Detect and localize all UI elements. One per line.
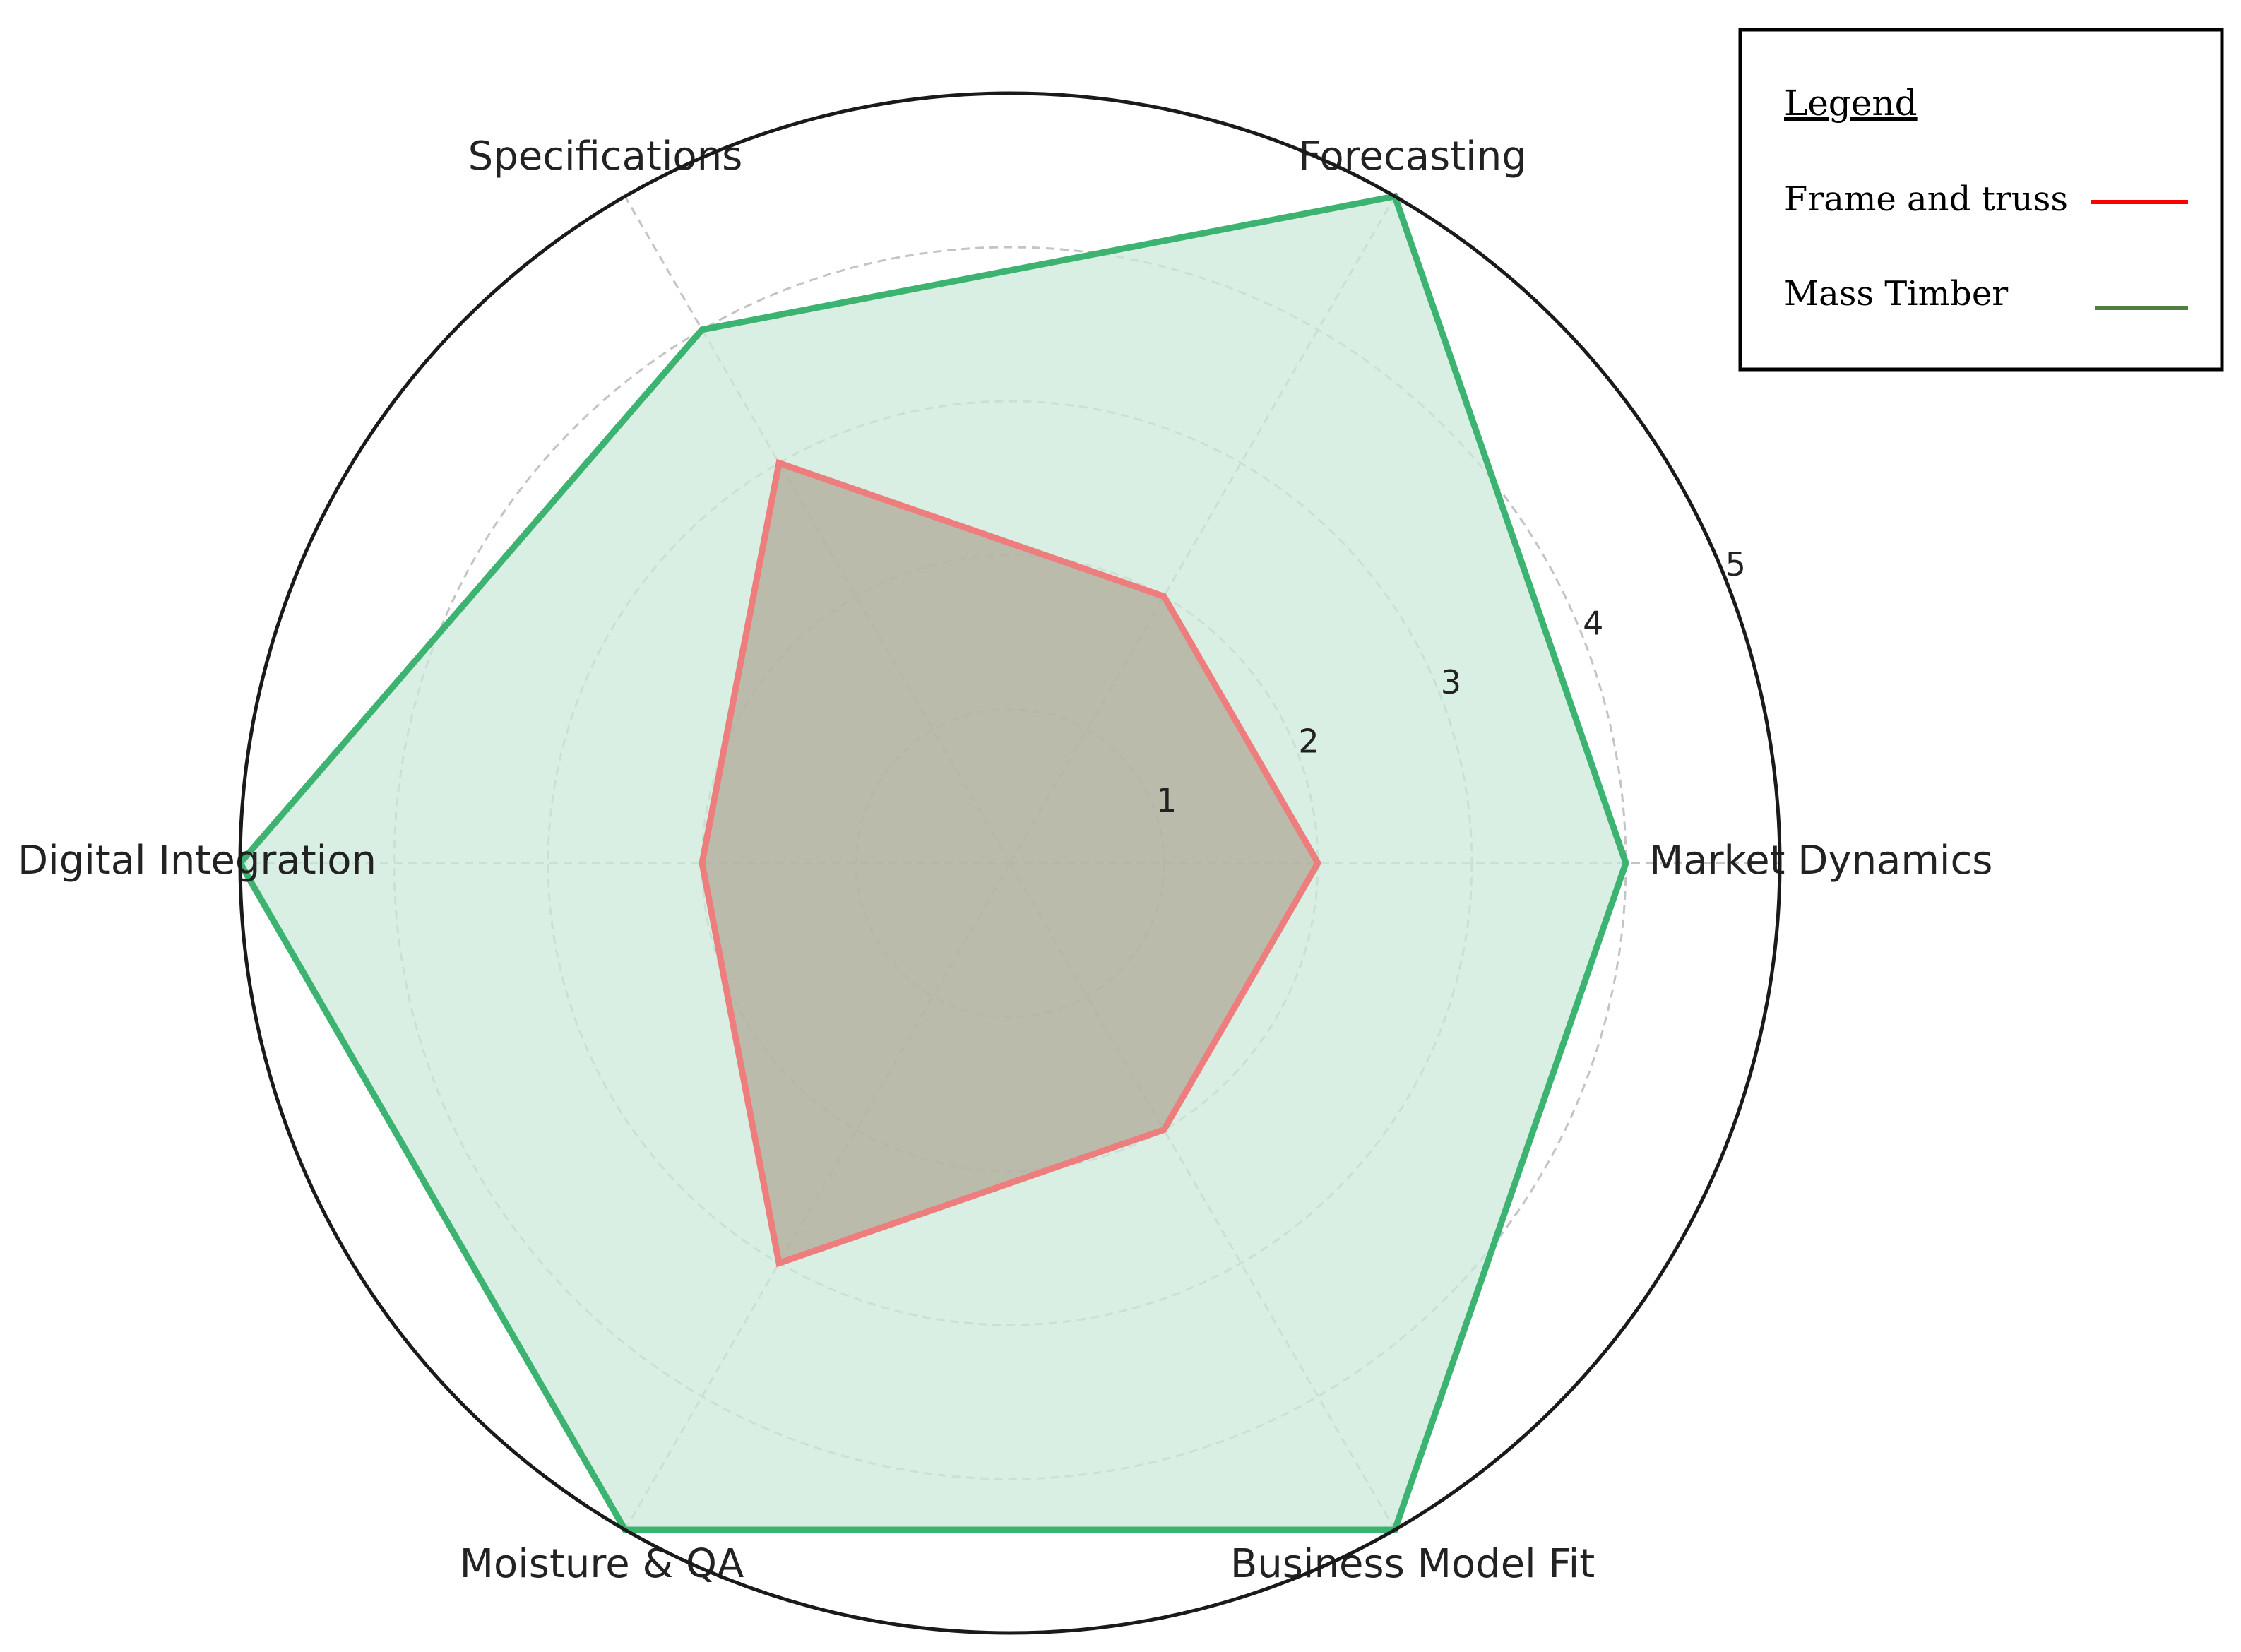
outer-circle	[238, 91, 1782, 1635]
axis-label-6: Business Model Fit	[1230, 1541, 1595, 1587]
legend-title: Legend	[1784, 83, 1918, 124]
series-area-1	[702, 463, 1318, 1264]
legend: Legend Frame and truss Mass Timber	[1738, 28, 2224, 372]
axis-label-3: Specifications	[468, 133, 743, 179]
series-line-1	[699, 458, 1322, 1268]
legend-entry-label-1: Frame and truss	[1784, 179, 2068, 219]
legend-entry-label-2: Mass Timber	[1784, 274, 2008, 314]
legend-box	[1738, 28, 2224, 372]
axis-label-2: Forecasting	[1298, 133, 1527, 179]
r-tick-label-3: 3	[1441, 663, 1461, 701]
r-tick-label-2: 2	[1298, 722, 1319, 760]
r-tick-label-4: 4	[1583, 605, 1603, 643]
axis-labels: Market Dynamics Forecasting Specifications…	[18, 133, 1992, 1587]
axis-label-5: Moisture & QA	[460, 1541, 744, 1587]
radar-series	[236, 192, 1629, 1533]
r-tick-label-5: 5	[1725, 545, 1746, 583]
radial-tick-labels: 1 2 3 4 5	[1156, 545, 1746, 819]
axis-label-1: Market Dynamics	[1649, 838, 1992, 884]
r-tick-label-1: 1	[1156, 781, 1177, 819]
axis-label-4: Digital Integration	[18, 838, 376, 884]
